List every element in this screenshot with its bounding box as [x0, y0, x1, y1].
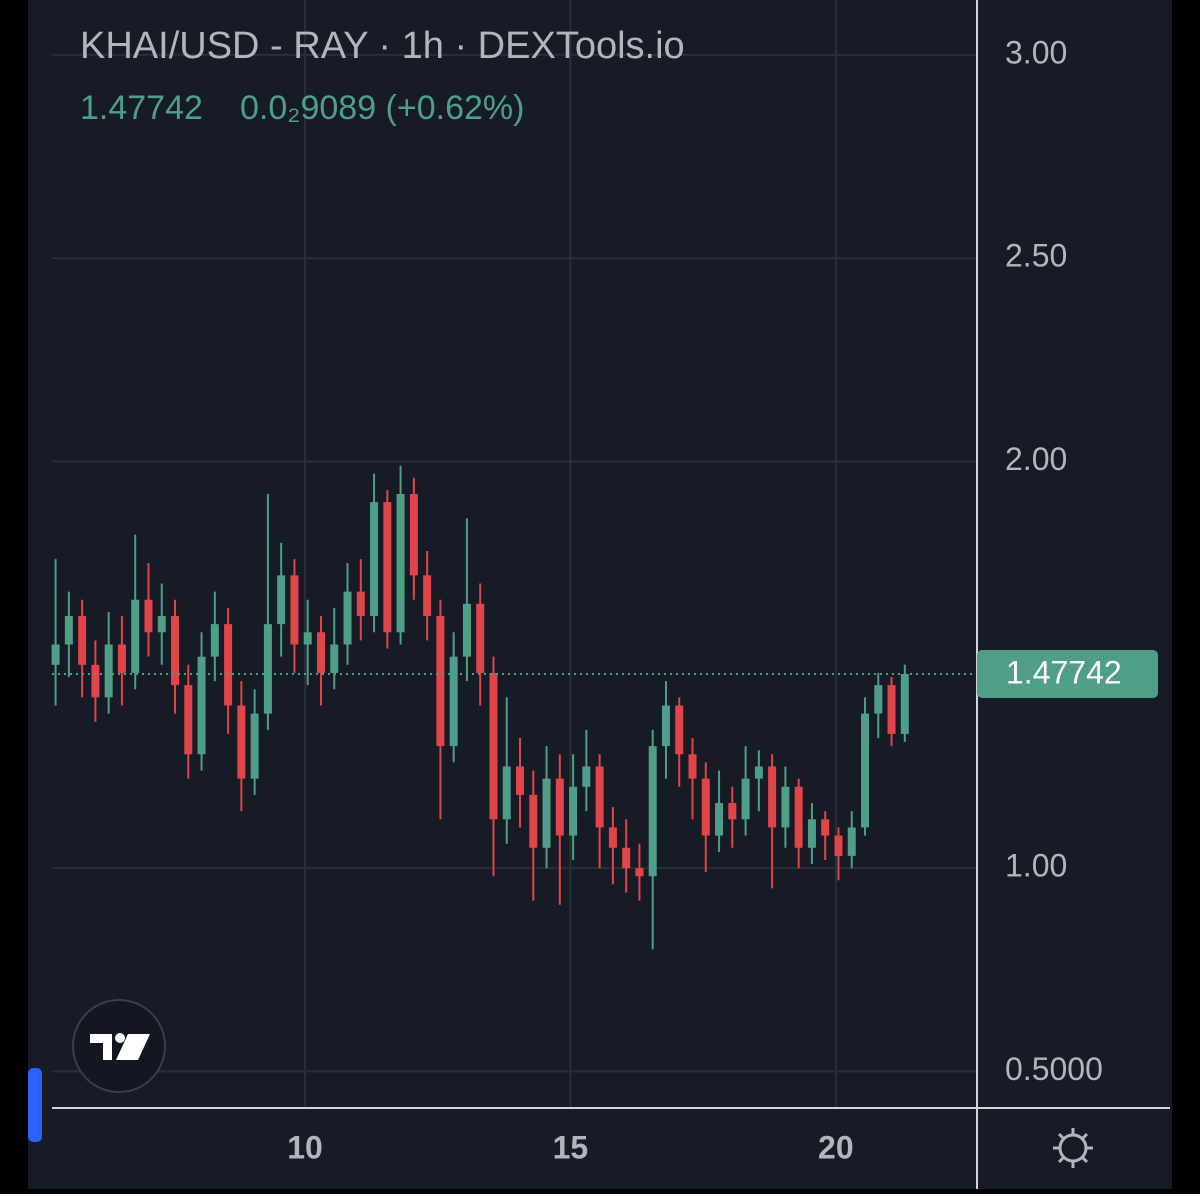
candle-body [741, 778, 750, 820]
side-tab[interactable] [28, 1068, 42, 1142]
candle-body [622, 847, 631, 869]
candle-body [502, 766, 511, 820]
candle-body [861, 713, 870, 828]
candle-body [569, 786, 578, 836]
y-tick-label: 1.00 [1005, 848, 1067, 884]
legend-price: 1.47742 [80, 89, 203, 127]
tradingview-logo [72, 999, 166, 1093]
y-tick-label: 2.50 [1005, 238, 1067, 274]
candles [51, 465, 977, 950]
candle-body [582, 766, 591, 787]
candle-body [303, 632, 312, 645]
last-price-label: 1.47742 [1006, 654, 1122, 690]
x-tick-label: 10 [287, 1129, 323, 1165]
candle-body [356, 591, 365, 617]
candle-body [661, 705, 670, 747]
candle-body [900, 673, 909, 734]
y-tick-label: 2.00 [1005, 441, 1067, 477]
candle-body [290, 575, 299, 645]
candle-body [51, 644, 60, 665]
candle-body [608, 827, 617, 848]
candle-body [184, 685, 193, 755]
candle-body [449, 656, 458, 747]
candle-body [595, 766, 604, 828]
settings-icon[interactable] [1053, 1128, 1093, 1168]
candle-body [542, 778, 551, 848]
y-tick-label: 3.00 [1005, 34, 1067, 70]
candle-body [688, 754, 697, 779]
candle-body [807, 819, 816, 848]
candle-body [224, 624, 233, 706]
candle-body [343, 591, 352, 645]
candle-body [237, 705, 246, 779]
candle-body [715, 803, 724, 836]
candle-body [834, 835, 843, 856]
candle-body [370, 502, 379, 617]
candle-body [462, 603, 471, 657]
candle-body [396, 494, 405, 633]
grid [52, 0, 977, 1108]
y-tick-label: 0.5000 [1005, 1051, 1103, 1087]
candle-body [171, 616, 180, 686]
labels: 3.00 2.50 2.00 1.00 0.5000 10 15 20 1.47742 [287, 34, 1158, 1165]
candle-body [210, 624, 219, 657]
candle-body [277, 575, 286, 625]
chart-background [28, 0, 1172, 1189]
last-price-box [977, 649, 1158, 698]
x-tick-label: 20 [818, 1129, 854, 1165]
candle-body [847, 827, 856, 856]
candle-body [821, 819, 830, 836]
candle-body [516, 766, 525, 795]
candle-body [874, 685, 883, 714]
candle-body [436, 616, 445, 747]
candle-body [887, 685, 896, 734]
candle-body [144, 599, 153, 633]
candle-body [197, 656, 206, 755]
candle-body [476, 603, 485, 673]
candle-body [263, 624, 272, 714]
candle-body [635, 868, 644, 877]
candle-body [409, 494, 418, 576]
candle-body [768, 766, 777, 828]
candle-body [117, 644, 126, 673]
candle-body [489, 672, 498, 820]
candle-body [316, 632, 325, 673]
candle-body [728, 803, 737, 820]
candle-body [64, 616, 73, 645]
candle-body [91, 664, 100, 698]
candle-body [529, 794, 538, 848]
candle-body [701, 778, 710, 836]
candle-body [781, 786, 790, 828]
chart-title: KHAI/USD - RAY · 1h · DEXTools.io [80, 25, 685, 67]
candle-body [555, 778, 564, 836]
candle-body [78, 616, 87, 665]
candle-body [104, 644, 113, 698]
candle-body [157, 616, 166, 633]
candle-body [648, 746, 657, 877]
candle-body [754, 766, 763, 779]
candle-body [423, 575, 432, 617]
candle-body [675, 705, 684, 755]
candle-body [131, 599, 140, 673]
candle-body [330, 644, 339, 673]
x-tick-label: 15 [553, 1129, 589, 1165]
candle-body [250, 713, 259, 779]
candle-body [383, 502, 392, 633]
candle-body [794, 786, 803, 848]
legend-change: 0.0₂9089 (+0.62%) [240, 89, 524, 127]
